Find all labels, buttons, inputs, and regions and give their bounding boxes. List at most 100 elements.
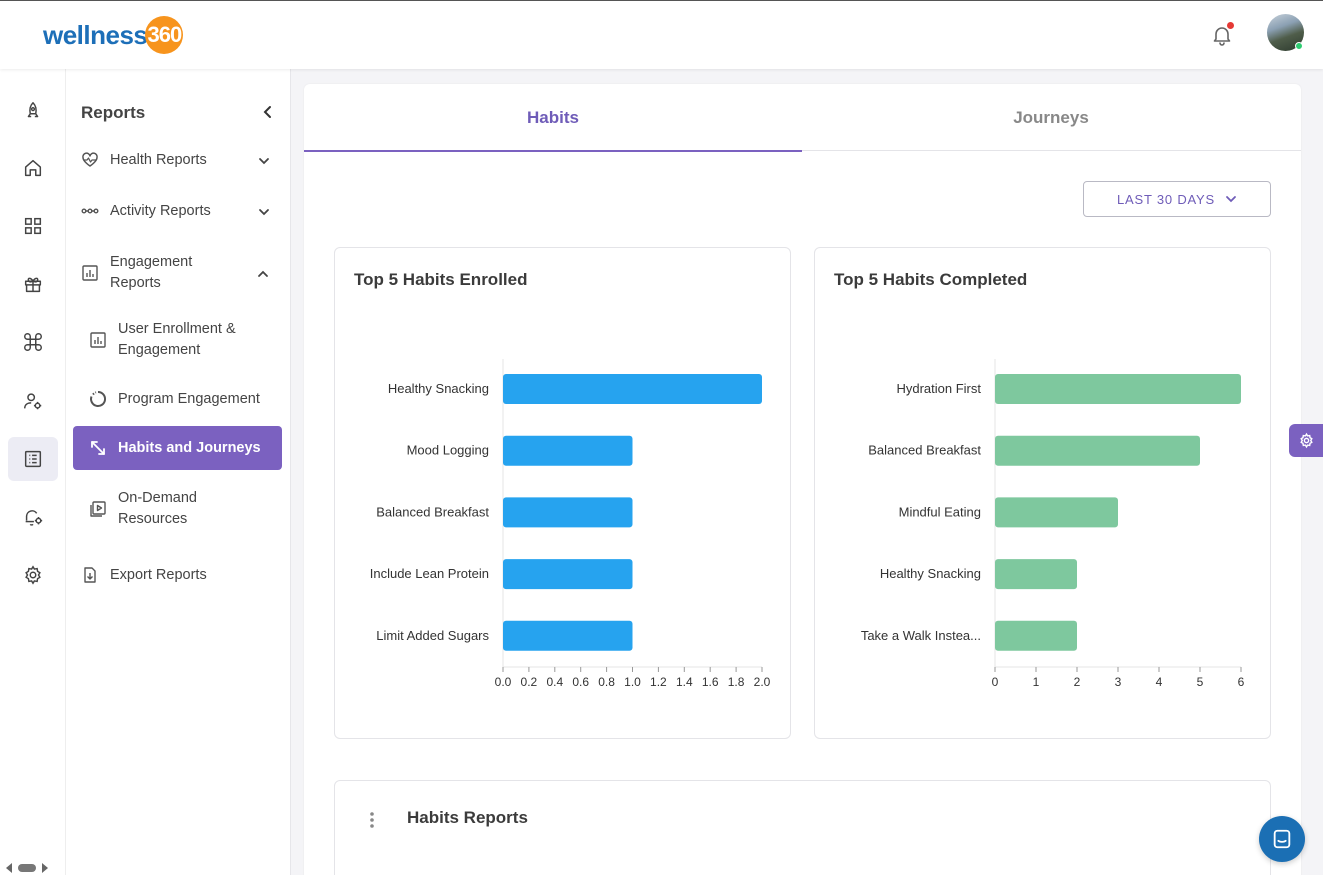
bar-chart-icon	[81, 264, 99, 282]
bar[interactable]	[503, 620, 633, 651]
chevron-down-icon	[1226, 196, 1236, 203]
chevron-down-icon	[258, 205, 270, 217]
x-tick-label: 6	[1238, 675, 1245, 689]
sidebar-item-label: Engagement Reports	[110, 254, 193, 291]
category-label: Limit Added Sugars	[376, 628, 489, 643]
gear-icon	[1299, 432, 1313, 449]
habits-journeys-panel: Habits Journeys LAST 30 DAYS Top 5 Habit…	[304, 84, 1301, 875]
bar-chart-icon	[89, 331, 107, 349]
bell-icon[interactable]	[1210, 22, 1234, 47]
bar[interactable]	[503, 497, 633, 528]
tab-habits[interactable]: Habits	[304, 84, 802, 152]
sidebar-item-program-engagement[interactable]: Program Engagement	[73, 388, 282, 410]
arrows-icon	[89, 439, 107, 457]
date-range-label: LAST 30 DAYS	[1117, 191, 1215, 207]
sidebar-title: Reports	[81, 103, 146, 122]
x-tick-label: 1.0	[624, 675, 641, 689]
category-label: Healthy Snacking	[880, 566, 981, 581]
more-vertical-icon[interactable]	[369, 811, 375, 829]
sidebar-item-label: Habits and Journeys	[118, 439, 261, 456]
completed-bar-chart: 0 1 2 3 4 5 6 Hydration First Balanced Breakfast…	[861, 359, 1245, 689]
category-label: Balanced Breakfast	[868, 443, 981, 458]
bar[interactable]	[995, 497, 1118, 528]
x-tick-label: 1.4	[676, 675, 693, 689]
scroll-thumb[interactable]	[18, 864, 36, 872]
date-range-dropdown[interactable]: LAST 30 DAYS	[1083, 181, 1271, 217]
x-tick-label: 0.8	[598, 675, 615, 689]
sidebar-item-habits-and-journeys[interactable]: Habits and Journeys	[73, 426, 282, 470]
chat-launcher-button[interactable]	[1259, 816, 1305, 862]
x-tick-label: 0.2	[521, 675, 538, 689]
sidebar-item-export-reports[interactable]: Export Reports	[73, 564, 282, 586]
gear-icon[interactable]	[8, 553, 58, 597]
x-tick-label: 0	[992, 675, 999, 689]
bar[interactable]	[995, 374, 1241, 404]
x-tick-label: 1.2	[650, 675, 667, 689]
sidebar-item-label: Activity Reports	[110, 202, 211, 219]
activity-icon	[81, 202, 99, 220]
scroll-right-icon[interactable]	[42, 863, 48, 873]
user-settings-icon[interactable]	[8, 379, 58, 423]
category-label: Mindful Eating	[899, 504, 981, 519]
rail-scrollbar[interactable]	[6, 863, 48, 873]
tab-journeys[interactable]: Journeys	[1013, 107, 1089, 127]
sidebar-item-label: Program Engagement	[118, 390, 260, 407]
x-tick-label: 0.6	[572, 675, 589, 689]
logo-word: wellness	[43, 19, 148, 50]
sidebar-item-label: User Enrollment & Engagement	[118, 321, 236, 358]
bar[interactable]	[503, 559, 633, 590]
chat-icon	[1273, 829, 1291, 849]
bell-settings-icon[interactable]	[8, 495, 58, 539]
habits-reports-card: Habits Reports	[334, 780, 1271, 875]
sidebar-item-user-enrollment[interactable]: User Enrollment & Engagement	[73, 318, 253, 362]
x-tick-label: 0.4	[546, 675, 563, 689]
chart-card-enrolled: Top 5 Habits Enrolled 0.0 0.2 0.4 0.6 0.8 1.0…	[334, 247, 791, 739]
bar[interactable]	[503, 374, 762, 404]
category-label: Mood Logging	[407, 443, 489, 458]
x-tick-label: 2	[1074, 675, 1081, 689]
list-report-icon[interactable]	[8, 437, 58, 481]
tab-bar: Habits Journeys	[304, 84, 1301, 152]
gift-icon[interactable]	[8, 262, 58, 306]
category-label: Balanced Breakfast	[376, 504, 489, 519]
command-icon[interactable]	[8, 320, 58, 364]
bar[interactable]	[995, 435, 1200, 466]
bar[interactable]	[503, 435, 633, 466]
video-icon	[89, 500, 107, 518]
sidebar-item-activity-reports[interactable]: Activity Reports	[73, 200, 282, 222]
sidebar-item-engagement-reports[interactable]: Engagement Reports	[73, 251, 223, 295]
chart-card-completed: Top 5 Habits Completed 0 1 2 3 4 5 6 Hydration …	[814, 247, 1271, 739]
chevron-left-icon[interactable]	[261, 105, 275, 119]
sidebar-item-label: On-Demand Resources	[118, 490, 197, 527]
category-label: Include Lean Protein	[370, 566, 489, 581]
settings-panel-toggle[interactable]	[1289, 424, 1323, 457]
chart-title: Top 5 Habits Completed	[834, 270, 1028, 289]
bar[interactable]	[995, 559, 1077, 590]
category-label: Take a Walk Instea...	[861, 628, 981, 643]
grid-icon[interactable]	[8, 204, 58, 248]
file-download-icon	[81, 566, 99, 584]
wellness360-logo[interactable]: wellness 360	[43, 15, 184, 55]
x-tick-label: 5	[1197, 675, 1204, 689]
logo-badge: 360	[145, 16, 184, 54]
chevron-down-icon	[258, 154, 270, 166]
rocket-icon[interactable]	[8, 89, 58, 133]
home-icon[interactable]	[8, 146, 58, 190]
bar[interactable]	[995, 620, 1077, 651]
x-tick-label: 1	[1033, 675, 1040, 689]
chevron-up-icon[interactable]	[257, 267, 269, 279]
sidebar-item-label: Health Reports	[110, 151, 207, 168]
x-tick-label: 0.0	[495, 675, 512, 689]
scroll-left-icon[interactable]	[6, 863, 12, 873]
reports-title: Habits Reports	[407, 808, 528, 827]
heartbeat-icon	[81, 151, 99, 169]
sidebar-item-on-demand-resources[interactable]: On-Demand Resources	[73, 487, 253, 531]
notification-dot	[1227, 22, 1234, 29]
chart-title: Top 5 Habits Enrolled	[354, 270, 528, 289]
avatar[interactable]	[1267, 14, 1304, 51]
x-tick-label: 1.6	[702, 675, 719, 689]
reports-sidebar: Reports Health Reports Activity Reports …	[66, 69, 291, 875]
online-status-dot	[1295, 42, 1303, 50]
x-tick-label: 2.0	[754, 675, 771, 689]
sidebar-item-health-reports[interactable]: Health Reports	[73, 149, 282, 171]
